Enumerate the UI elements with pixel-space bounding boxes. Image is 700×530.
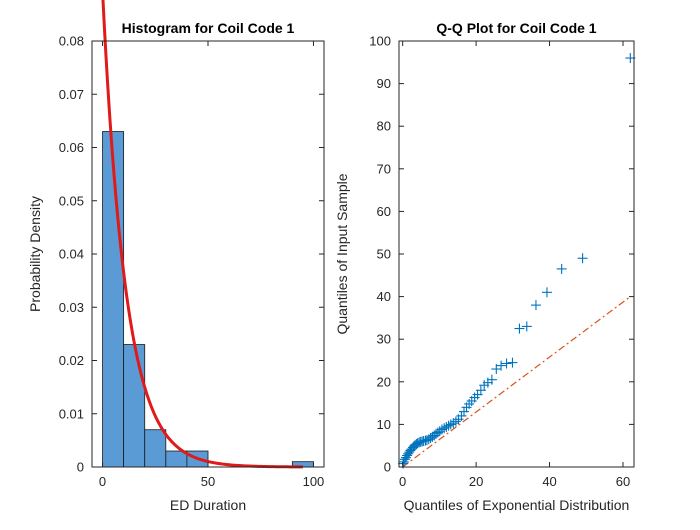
data-point: [507, 357, 518, 368]
y-tick-label: 30: [377, 332, 391, 347]
data-point: [439, 423, 450, 434]
x-tick-label: 20: [469, 474, 483, 489]
y-tick-label: 0.03: [59, 300, 84, 315]
y-tick-label: 0.07: [59, 87, 84, 102]
x-axis-label: ED Duration: [170, 497, 246, 513]
plot-area: [399, 41, 634, 467]
y-tick-label: 60: [377, 204, 391, 219]
data-point: [411, 438, 422, 449]
data-point: [530, 300, 541, 311]
data-point: [448, 418, 459, 429]
histogram-bar: [144, 429, 167, 468]
y-tick-label: 0.06: [59, 140, 84, 155]
y-tick-label: 0: [77, 460, 84, 475]
histogram-panel: 0 50 100 0 0.01 0.02 0.03 0.04 0.05 0.06 0.07 0.08 H…: [27, 0, 325, 513]
x-tick-label: 0: [399, 474, 406, 489]
data-point: [445, 419, 456, 430]
data-point: [556, 263, 567, 274]
x-tick-label: 50: [201, 474, 215, 489]
data-point: [514, 323, 525, 334]
y-tick-label: 50: [377, 247, 391, 262]
data-point: [486, 374, 497, 385]
x-tick-label: 60: [616, 474, 630, 489]
x-tick-label: 100: [303, 474, 325, 489]
data-point: [443, 420, 454, 431]
y-tick-label: 100: [369, 34, 391, 49]
data-point: [436, 424, 447, 435]
y-tick-label: 0.08: [59, 34, 84, 49]
data-point: [541, 287, 552, 298]
chart-title: Q-Q Plot for Coil Code 1: [436, 20, 596, 36]
y-tick-label: 70: [377, 161, 391, 176]
data-point: [475, 385, 486, 396]
x-tick-label: 0: [99, 474, 106, 489]
x-tick-label: 40: [542, 474, 556, 489]
data-point: [577, 253, 588, 264]
y-tick-label: 0.05: [59, 193, 84, 208]
data-point: [456, 410, 467, 421]
data-point: [441, 421, 452, 432]
y-tick-label: 90: [377, 76, 391, 91]
qq-plot-panel: 0 20 40 60 0 10 20 30 40 50 60 70 80 90 100 Q-Q Plot fo…: [334, 20, 636, 513]
y-tick-label: 80: [377, 119, 391, 134]
reference-line: [402, 296, 631, 468]
y-tick-label: 40: [377, 289, 391, 304]
y-tick-label: 20: [377, 374, 391, 389]
y-tick-label: 0.02: [59, 353, 84, 368]
data-point: [521, 321, 532, 332]
data-point: [410, 439, 421, 450]
y-tick-label: 0.04: [59, 247, 84, 262]
y-tick-label: 10: [377, 417, 391, 432]
data-point: [501, 358, 512, 369]
data-point: [496, 360, 507, 371]
data-point: [398, 456, 409, 467]
chart-title: Histogram for Coil Code 1: [122, 20, 295, 36]
x-axis-label: Quantiles of Exponential Distribution: [404, 497, 630, 513]
y-axis-label: Quantiles of Input Sample: [334, 173, 350, 334]
y-tick-label: 0: [384, 460, 391, 475]
data-point: [458, 406, 469, 417]
histogram-bar: [102, 131, 125, 468]
y-tick-label: 0.01: [59, 406, 84, 421]
data-point: [450, 416, 461, 427]
y-axis-label: Probability Density: [27, 196, 43, 312]
histogram-bar: [123, 344, 146, 468]
